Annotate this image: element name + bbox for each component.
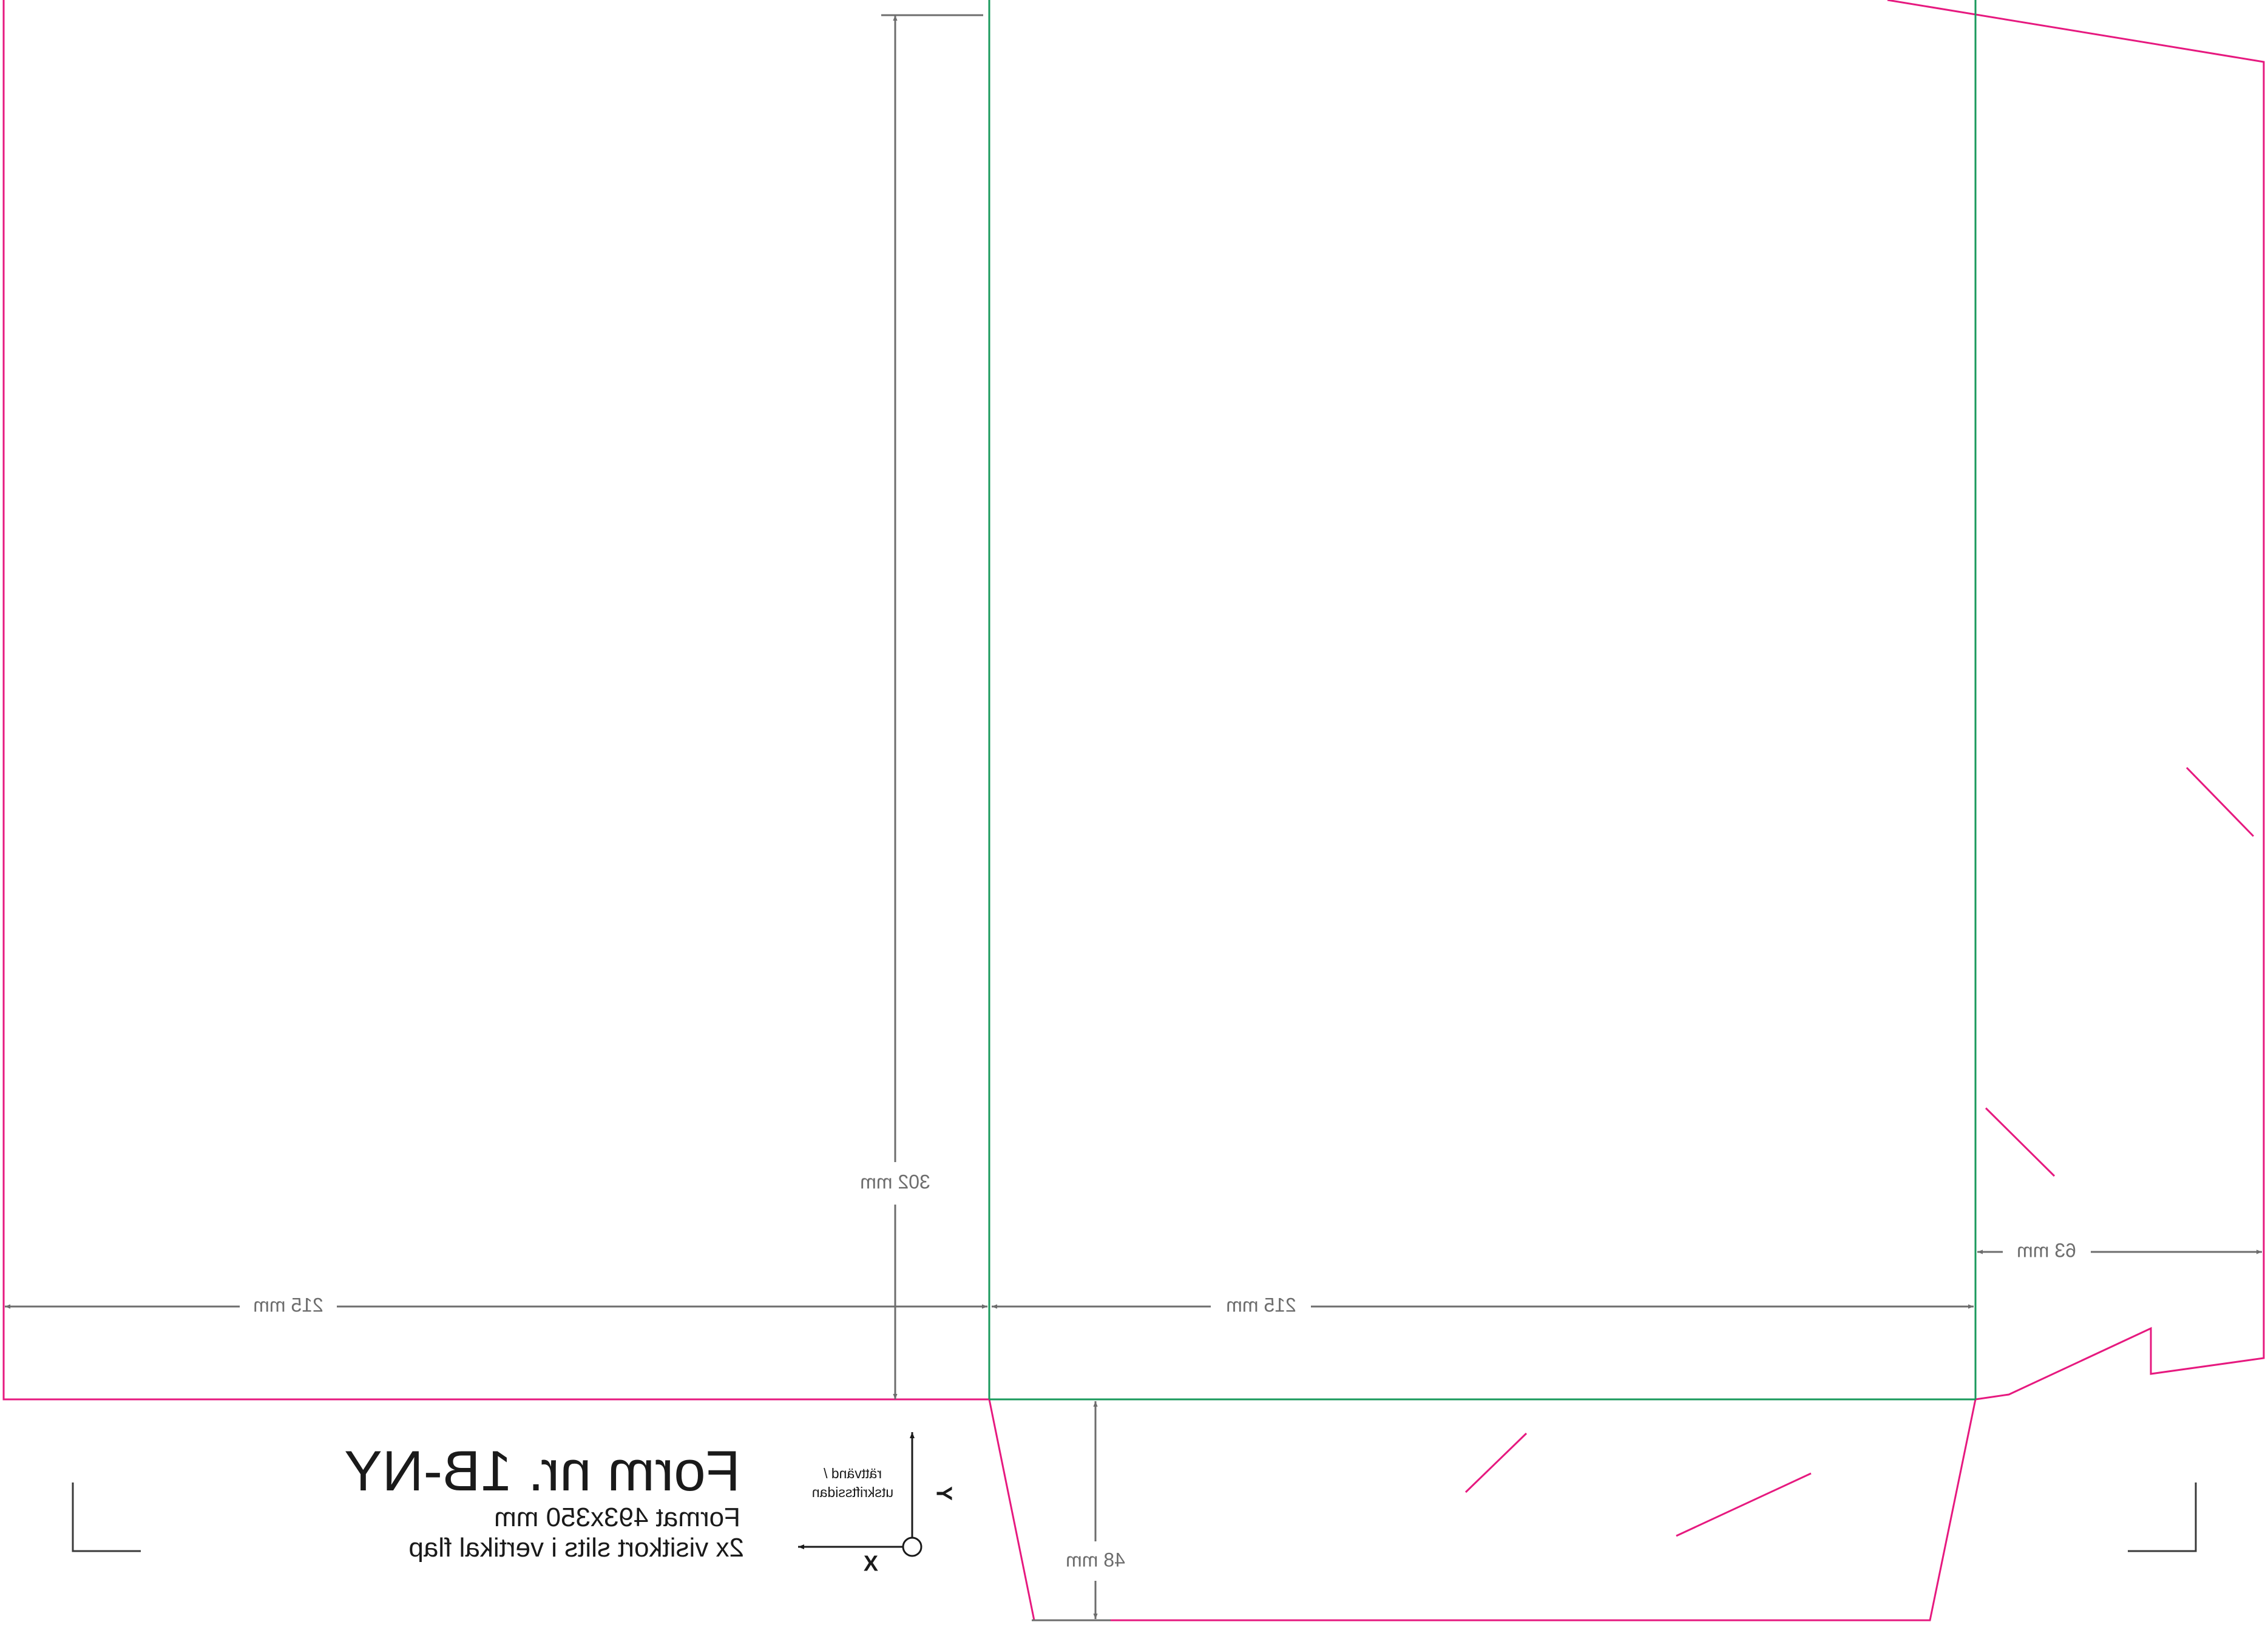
print-side-line2: utskriftssidan [812, 1484, 893, 1500]
orientation-indicator [798, 1432, 922, 1557]
dim-label-48: 48 mm [1066, 1549, 1125, 1570]
card-slit-2 [1985, 1107, 2056, 1177]
dimension-lines [5, 14, 2262, 1621]
side-flap-top-cut [1887, 0, 2265, 1401]
print-side-line1: rättvänd / [823, 1466, 881, 1481]
title-block: Form nr. 1B-NY Format 493x350 mm 2x visi… [344, 1439, 744, 1563]
card-slit-4 [1676, 1472, 1812, 1537]
card-slit-1 [2185, 766, 2255, 837]
form-number: Form nr. 1B-NY [344, 1439, 740, 1503]
fold-lines [988, 0, 1977, 1401]
dim-label-63: 63 mm [2017, 1239, 2076, 1261]
dim-label-215-left: 215 mm [253, 1294, 323, 1316]
y-axis-label: Y [932, 1486, 956, 1501]
dimension-labels: 302 mm 215 mm 215 mm 63 mm 48 mm [253, 1171, 2076, 1570]
format-size: Format 493x350 mm [494, 1503, 740, 1532]
crop-mark-right [2128, 1483, 2197, 1552]
bottom-flap-cut [988, 1399, 1977, 1621]
crop-mark-left [72, 1483, 141, 1552]
crop-marks [72, 1483, 2197, 1552]
dim-label-302: 302 mm [860, 1171, 930, 1192]
slit-description: 2x visitkort slits i vertikal flap [408, 1533, 744, 1563]
card-slit-3 [1464, 1432, 1528, 1493]
x-axis-label: X [864, 1551, 878, 1576]
dim-label-215-right: 215 mm [1226, 1294, 1296, 1316]
orientation-labels: X Y rättvänd / utskriftssidan [812, 1466, 957, 1575]
left-panel-cut [2, 0, 989, 1401]
origin-circle [902, 1537, 922, 1557]
